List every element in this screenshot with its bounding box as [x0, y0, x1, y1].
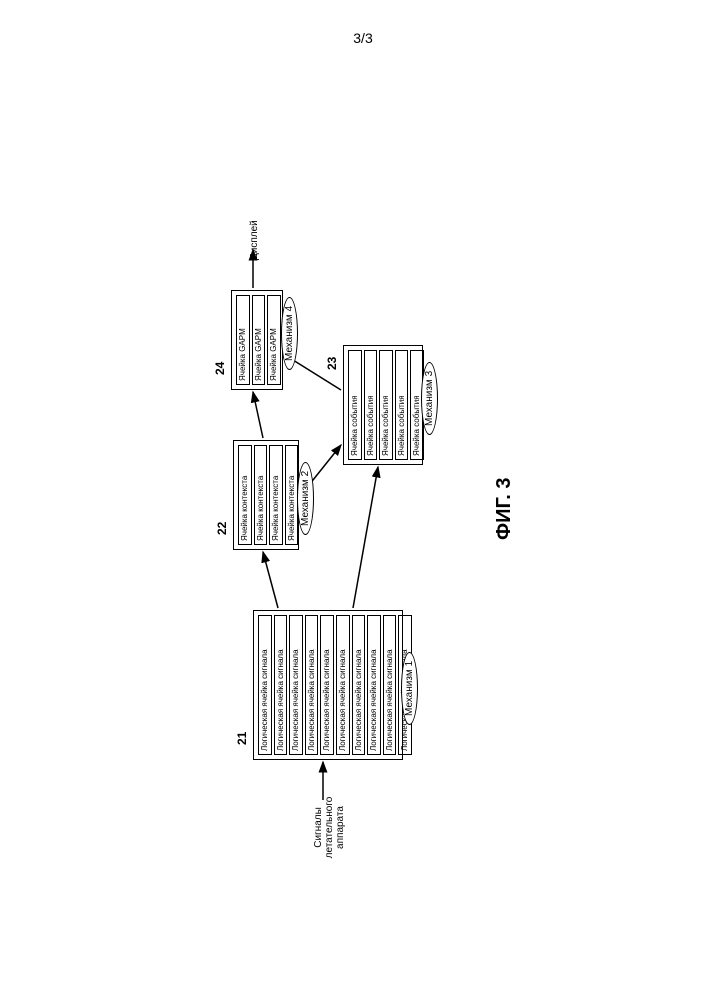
context-cell: Ячейка контекста — [254, 445, 268, 545]
event-cell: Ячейка события — [348, 350, 362, 460]
mechanism-2-label: Механизм 2 — [297, 462, 314, 535]
gapm-cell: Ячейка GAPM — [267, 295, 281, 385]
block-23-ref: 23 — [325, 357, 339, 370]
figure-caption: ФИГ. 3 — [493, 477, 516, 540]
mechanism-4-label: Механизм 4 — [281, 297, 298, 370]
event-cell: Ячейка события — [364, 350, 378, 460]
signal-cell: Логическая ячейка сигнала — [289, 615, 303, 755]
page-number: 3/3 — [353, 30, 372, 46]
gapm-cell: Ячейка GAPM — [236, 295, 250, 385]
input-signals-label: Сигналы летательногоаппарата — [313, 775, 346, 880]
block-24-region: 24 Ячейка GAPMЯчейка GAPMЯчейка GAPM Мех… — [231, 290, 283, 390]
signal-cell: Логическая ячейка сигнала — [320, 615, 334, 755]
block-22-box: Ячейка контекстаЯчейка контекстаЯчейка к… — [233, 440, 299, 550]
block-24-box: Ячейка GAPMЯчейка GAPMЯчейка GAPM — [231, 290, 283, 390]
context-cell: Ячейка контекста — [238, 445, 252, 545]
block-23-region: 23 Ячейка событияЯчейка событияЯчейка со… — [343, 345, 423, 465]
signal-cell: Логическая ячейка сигнала — [336, 615, 350, 755]
signal-cell: Логическая ячейка сигнала — [274, 615, 288, 755]
signal-cell: Логическая ячейка сигнала — [383, 615, 397, 755]
block-21-ref: 21 — [235, 732, 249, 745]
mechanism-1-label: Механизм 1 — [401, 652, 418, 725]
signal-cell: Логическая ячейка сигнала — [258, 615, 272, 755]
block-23-box: Ячейка событияЯчейка событияЯчейка событ… — [343, 345, 423, 465]
mechanism-3-label: Механизм 3 — [421, 362, 438, 435]
signal-cell: Логическая ячейка сигнала — [352, 615, 366, 755]
gapm-cell: Ячейка GAPM — [252, 295, 266, 385]
event-cell: Ячейка события — [395, 350, 409, 460]
block-22-ref: 22 — [215, 522, 229, 535]
signal-cell: Логическая ячейка сигнала — [367, 615, 381, 755]
block-22-region: 22 Ячейка контекстаЯчейка контекстаЯчейк… — [233, 440, 299, 550]
signal-cell: Логическая ячейка сигнала — [305, 615, 319, 755]
block-21-region: 21 Логическая ячейка сигналаЛогическая я… — [253, 610, 403, 760]
context-cell: Ячейка контекста — [269, 445, 283, 545]
block-24-ref: 24 — [213, 362, 227, 375]
display-output-label: Дисплей — [249, 220, 260, 260]
diagram: Сигналы летательногоаппарата 21 Логическ… — [153, 120, 573, 880]
block-21-box: Логическая ячейка сигналаЛогическая ячей… — [253, 610, 403, 760]
event-cell: Ячейка события — [379, 350, 393, 460]
